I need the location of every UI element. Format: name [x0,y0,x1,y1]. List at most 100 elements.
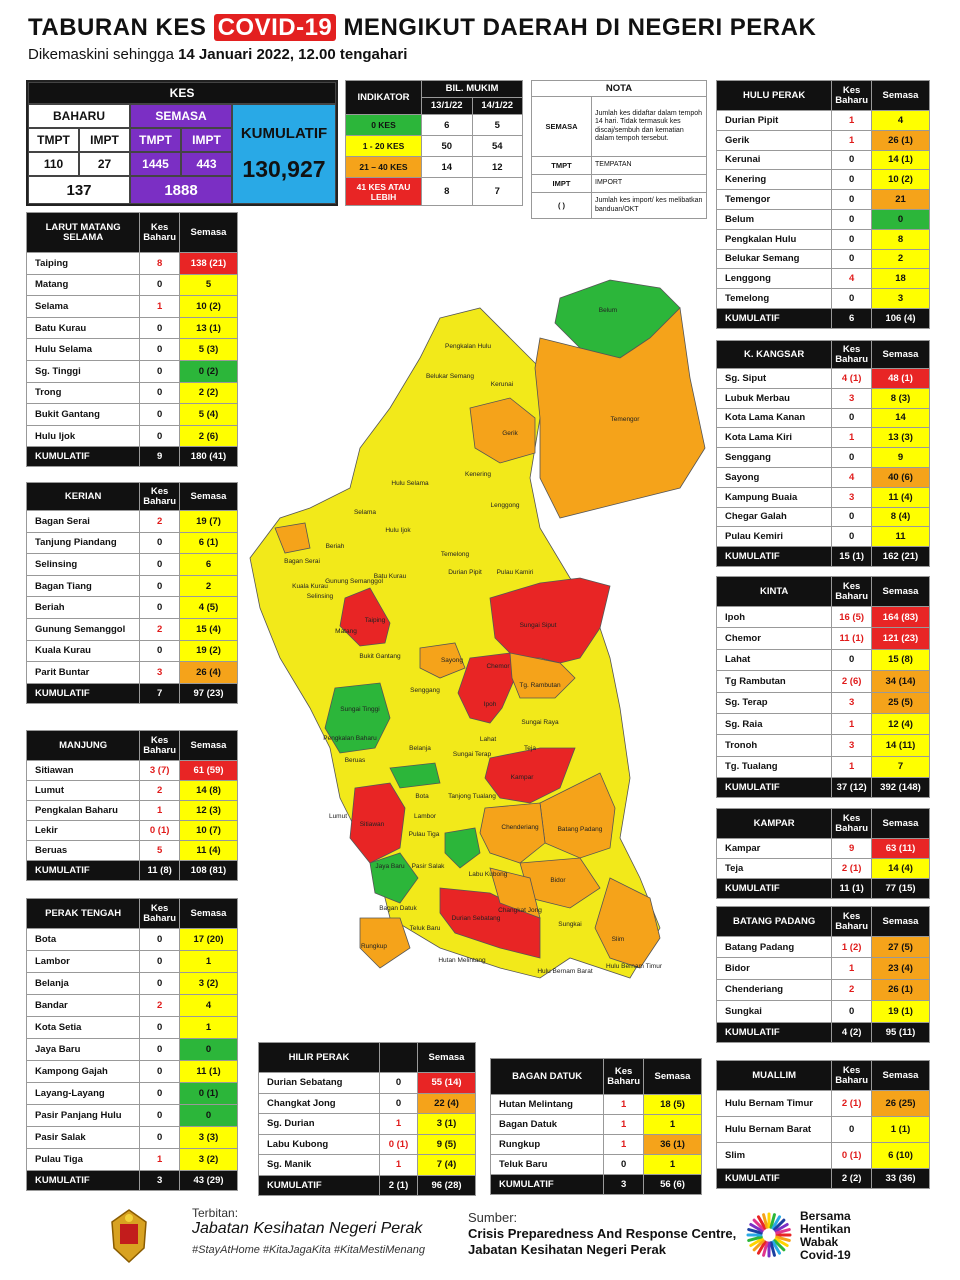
mukim-name: Temengor [715,189,833,210]
mukim-name: Lenggong [715,268,833,290]
table-row: Senggang 0 9 [715,447,930,468]
district-table-batang-padang: BATANG PADANG Kes Baharu Semasa Batang Pada… [715,906,930,1043]
indikator-value-d2: 54 [471,135,523,157]
mukim-name: Sg. Raia [715,712,833,736]
mukim-name: Changkat Jong [258,1092,380,1114]
kes-baharu-value: 0 [139,972,180,995]
table-row: Kampung Buaia 3 11 (4) [715,486,930,508]
semasa-value: 19 (2) [179,639,238,663]
title-highlight: COVID-19 [213,14,337,41]
mukim-name: Lambor [25,950,141,973]
kes-baharu-value: 2 [139,994,180,1017]
kes-baharu-value: 1 [603,1114,644,1135]
kumulatif-baharu: 9 [139,446,180,468]
burst-ray [747,1228,763,1235]
semasa-header: Semasa [871,340,930,369]
mukim-name: Bidor [715,957,833,980]
map-region-changkat-jong [489,867,541,919]
mukim-name: Batang Padang [715,935,833,959]
kumulatif-row: KUMULATIF 7 97 (23) [25,682,238,704]
district-header-row: LARUT MATANG SELAMA Kes Baharu Semasa [25,212,238,253]
kes-baharu-value: 0 [139,639,180,663]
kumulatif-label: KUMULATIF [25,860,141,881]
map-label: Hutan Melintang [438,957,486,964]
kes-baharu-value: 0 [139,381,180,405]
kes-summary: KES BAHARU SEMASA KUMULATIF 130,927 TMPT… [26,80,338,206]
map-label: Durian Sebatang [452,915,501,922]
kes-baharu-header: Kes Baharu [831,80,872,111]
kes-baharu-value: 0 [139,531,180,555]
table-row: Selama 1 10 (2) [25,295,238,318]
table-row: Batang Padang 1 (2) 27 (5) [715,935,930,959]
map-region-gerik [469,397,536,464]
semasa-header: Semasa [179,730,238,761]
nota-key: IMPT [531,174,592,193]
table-row: Sg. Siput 4 (1) 48 (1) [715,368,930,389]
table-row: Sg. Raia 1 12 (4) [715,712,930,736]
bil-mukim-header: BIL. MUKIM [421,80,523,98]
baharu-total: 137 [28,176,130,204]
semasa-value: 12 (3) [179,800,238,821]
map-label: Lambor [414,813,437,820]
kumulatif-semasa: 392 (148) [871,777,930,799]
mukim-name: Batu Kurau [25,316,141,340]
table-row: Changkat Jong 0 22 (4) [258,1092,476,1114]
table-row: Chenderiang 2 26 (1) [715,978,930,1002]
kumulatif-semasa: 95 (11) [871,1021,930,1043]
mukim-name: Tanjung Piandang [25,531,141,555]
kumulatif-value: 130,927 [242,156,326,182]
kes-baharu-value: 1 [603,1094,644,1115]
indikator-value-d1: 14 [421,156,473,178]
kes-baharu-value: 1 (2) [831,935,872,959]
mukim-name: Pasir Panjang Hulu [25,1104,141,1127]
kes-baharu-value: 3 [831,691,872,714]
table-row: Trong 0 2 (2) [25,381,238,405]
semasa-value: 1 [179,950,238,973]
district-name: BAGAN DATUK [489,1058,605,1095]
semasa-header: Semasa [871,576,930,607]
map-region-batang-padang [539,772,616,859]
district-table-manjung: MANJUNG Kes Baharu Semasa Sitiawan 3 (7) 61 (… [25,730,238,881]
kes-baharu-value: 0 (1) [139,820,180,841]
kes-baharu-value: 1 [139,800,180,821]
kes-baharu-value: 2 [139,780,180,801]
perak-map: Belum Pengkalan Hulu Belukar Semang Kerunai… [249,279,706,979]
burst-ray [771,1215,781,1230]
semasa-value: 7 [871,755,930,779]
kumulatif-row: KUMULATIF 2 (2) 33 (36) [715,1168,930,1189]
table-row: Ipoh 16 (5) 164 (83) [715,605,930,629]
table-row: Temengor 0 21 [715,189,930,210]
blank-header [379,1042,418,1073]
semasa-value: 5 (4) [179,403,238,426]
table-row: Kota Lama Kanan 0 14 [715,407,930,429]
mukim-name: Matang [25,273,141,297]
district-header-row: MANJUNG Kes Baharu Semasa [25,730,238,761]
semasa-impt-label: IMPT [181,128,232,152]
kes-baharu-header: Kes Baharu [831,340,872,369]
indikator-value-d2: 12 [471,156,523,178]
table-row: Tg. Tualang 1 7 [715,755,930,779]
burst-ray [762,1241,769,1257]
kes-baharu-value: 3 [831,486,872,508]
table-row: Parit Buntar 3 26 (4) [25,661,238,684]
nota-value: IMPORT [591,174,707,193]
district-name: BATANG PADANG [715,906,833,937]
mukim-name: Pengkalan Baharu [25,800,141,821]
semasa-value: 34 (14) [871,670,930,693]
mukim-name: Hulu Selama [25,338,141,361]
district-table-kampar: KAMPAR Kes Baharu Semasa Kampar 9 63 (11) Teja… [715,808,930,899]
map-label: Pulau Tiga [409,831,440,838]
map-label: Gunung Semanggol [325,578,383,585]
kes-baharu-value: 0 [139,574,180,598]
indikator-header: INDIKATOR [345,80,422,115]
campaign-text: Bersama Hentikan Wabak Covid-19 [800,1210,851,1262]
mukim-name: Temelong [715,288,833,309]
semasa-value: 27 (5) [871,935,930,959]
nota-header: NOTA [531,80,707,97]
kes-baharu-value: 1 [831,755,872,779]
kes-baharu-value: 4 [831,268,872,290]
semasa-header: Semasa [179,482,238,511]
map-regions [249,279,706,979]
table-row: Bota 0 17 (20) [25,928,238,951]
semasa-value: 0 (2) [179,359,238,383]
